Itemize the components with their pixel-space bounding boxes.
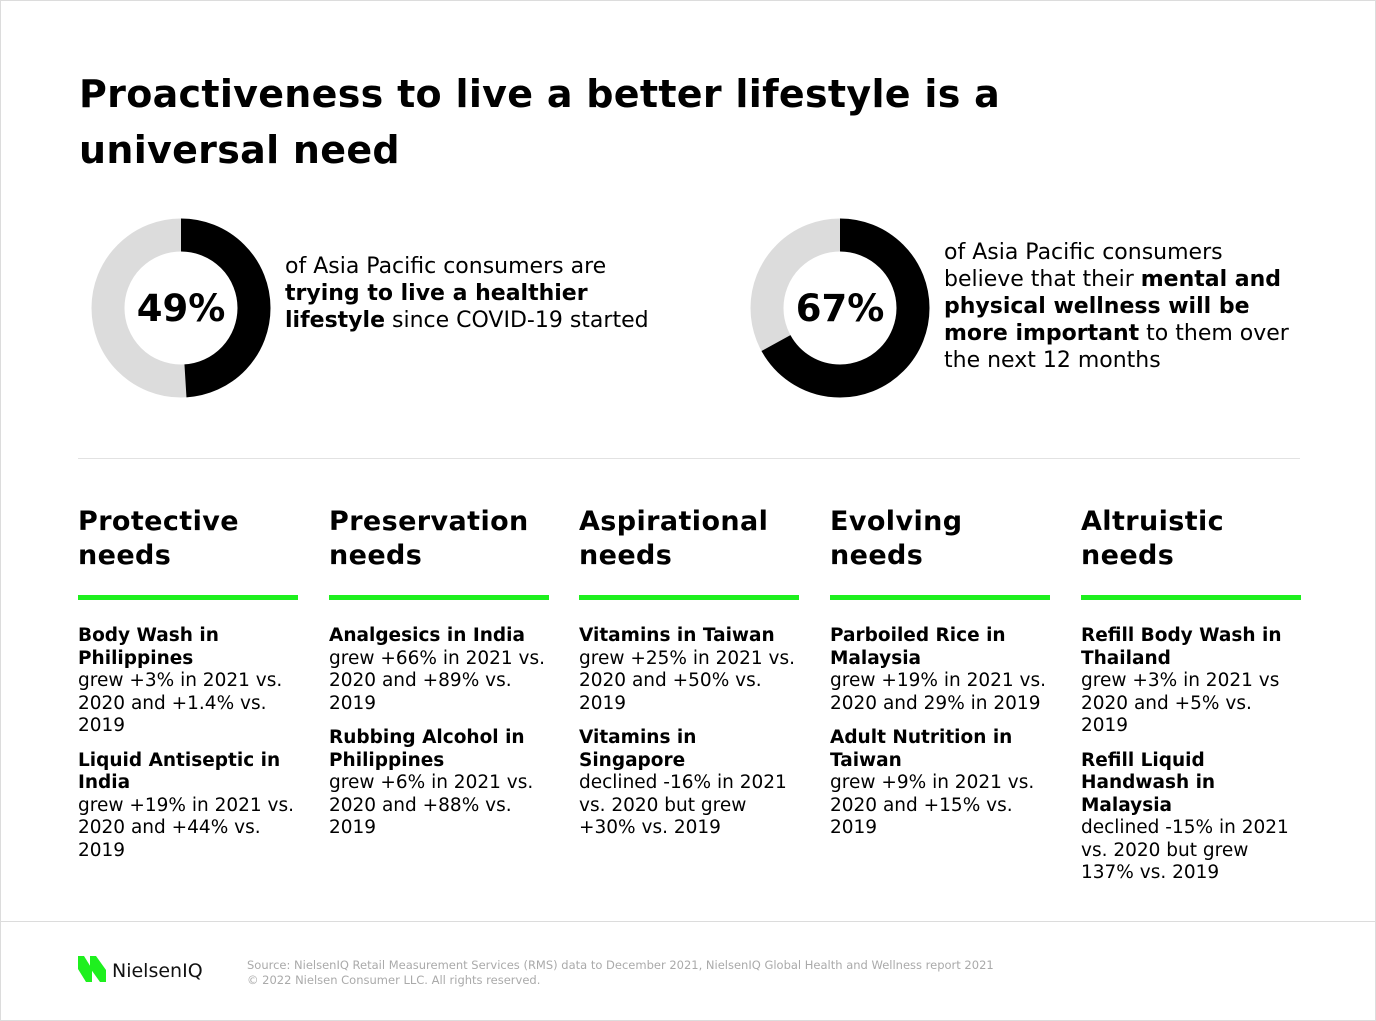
column-heading: Preservation needs xyxy=(329,506,529,571)
needs-column: Preservation needs Analgesics in India gre… xyxy=(329,505,549,852)
source-text: Source: NielsenIQ Retail Measurement Ser… xyxy=(247,958,994,972)
item-text: grew +25% in 2021 vs. 2020 and +50% vs. … xyxy=(579,647,796,714)
item-title: Vitamins in Taiwan xyxy=(579,625,775,646)
accent-bar xyxy=(1081,595,1301,600)
stat-text-healthier-lifestyle: of Asia Pacific consumers are trying to … xyxy=(285,253,655,334)
needs-column: Protective needs Body Wash in Philippines… xyxy=(78,505,298,874)
category-item: Liquid Antiseptic in India grew +19% in 2… xyxy=(78,750,298,863)
donut-svg xyxy=(750,218,930,398)
item-title: Parboiled Rice in Malaysia xyxy=(830,625,1006,669)
item-text: grew +19% in 2021 vs. 2020 and 29% in 20… xyxy=(830,670,1047,714)
item-text: grew +19% in 2021 vs. 2020 and +44% vs. … xyxy=(78,794,295,861)
item-text: declined -15% in 2021 vs. 2020 but grew … xyxy=(1081,817,1289,883)
item-text: grew +9% in 2021 vs. 2020 and +15% vs. 2… xyxy=(830,772,1035,838)
nielseniq-logo: NielsenIQ xyxy=(78,956,203,982)
column-heading: Aspirational needs xyxy=(579,506,769,571)
source-note: Source: NielsenIQ Retail Measurement Ser… xyxy=(247,958,994,988)
column-heading: Protective needs xyxy=(78,506,239,571)
donut-percent: 49% xyxy=(136,286,226,330)
page-title: Proactiveness to live a better lifestyle… xyxy=(79,72,1001,172)
item-title: Liquid Antiseptic in India xyxy=(78,749,281,794)
stat-text-bold: trying to live a healthier lifestyle xyxy=(285,281,588,333)
item-text: grew +3% in 2021 vs. 2020 and +1.4% vs. … xyxy=(78,670,283,736)
item-title: Rubbing Alcohol in Philippines xyxy=(329,727,525,771)
donut-value-arc xyxy=(91,218,271,398)
item-text: grew +66% in 2021 vs. 2020 and +89% vs. … xyxy=(329,647,546,714)
donut-svg xyxy=(91,218,271,398)
category-item: Parboiled Rice in Malaysia grew +19% in 2… xyxy=(830,625,1050,715)
category-item: Analgesics in India grew +66% in 2021 vs.… xyxy=(329,625,549,715)
stat-text-segment: of Asia Pacific consumers believe that t… xyxy=(944,240,1223,292)
item-text: grew +3% in 2021 vs 2020 and +5% vs. 201… xyxy=(1081,670,1280,736)
category-item: Adult Nutrition in Taiwan grew +9% in 202… xyxy=(830,727,1050,840)
column-heading: Evolving needs xyxy=(830,506,963,571)
item-title: Adult Nutrition in Taiwan xyxy=(830,727,1013,771)
category-item: Body Wash in Philippines grew +3% in 2021… xyxy=(78,625,298,738)
item-title: Vitamins in Singapore xyxy=(579,727,697,771)
logo-wordmark: NielsenIQ xyxy=(112,960,203,982)
stat-text-bold: mental and physical wellness will be mor… xyxy=(944,267,1282,346)
column-heading: Altruistic needs xyxy=(1081,506,1225,571)
item-title: Refill Liquid Handwash in Malaysia xyxy=(1081,749,1216,816)
category-item: Vitamins in Taiwan grew +25% in 2021 vs. … xyxy=(579,625,799,715)
needs-column: Evolving needs Parboiled Rice in Malaysia… xyxy=(830,505,1050,852)
category-item: Rubbing Alcohol in Philippines grew +6% i… xyxy=(329,727,549,840)
needs-column: Aspirational needs Vitamins in Taiwan grew… xyxy=(579,505,799,852)
accent-bar xyxy=(78,595,298,600)
item-text: declined -16% in 2021 vs. 2020 but grew … xyxy=(579,772,787,838)
accent-bar xyxy=(329,595,549,600)
nielseniq-logo-icon xyxy=(78,956,106,982)
needs-column: Altruistic needs Refill Body Wash in Thai… xyxy=(1081,505,1301,897)
item-text: grew +6% in 2021 vs. 2020 and +88% vs. 2… xyxy=(329,772,534,838)
footer-divider xyxy=(0,921,1376,922)
item-title: Body Wash in Philippines xyxy=(78,625,219,669)
donut-value-arc xyxy=(750,218,930,398)
category-item: Vitamins in Singapore declined -16% in 20… xyxy=(579,727,799,840)
stat-text-segment: of Asia Pacific consumers are xyxy=(285,254,607,279)
category-item: Refill Body Wash in Thailand grew +3% in … xyxy=(1081,625,1301,738)
stat-text-segment: since COVID-19 started xyxy=(385,308,649,333)
stat-text-segment: to them over the next 12 months xyxy=(944,321,1289,373)
accent-bar xyxy=(830,595,1050,600)
item-title: Analgesics in India xyxy=(329,625,525,646)
donut-chart-49: 49% xyxy=(91,218,271,398)
accent-bar xyxy=(579,595,799,600)
donut-chart-67: 67% xyxy=(750,218,930,398)
donut-percent: 67% xyxy=(795,286,885,330)
copyright-text: © 2022 Nielsen Consumer LLC. All rights … xyxy=(247,973,541,987)
category-item: Refill Liquid Handwash in Malaysia declin… xyxy=(1081,750,1301,885)
section-divider xyxy=(78,458,1300,459)
stat-text-wellness-importance: of Asia Pacific consumers believe that t… xyxy=(944,239,1304,374)
item-title: Refill Body Wash in Thailand xyxy=(1081,625,1282,669)
